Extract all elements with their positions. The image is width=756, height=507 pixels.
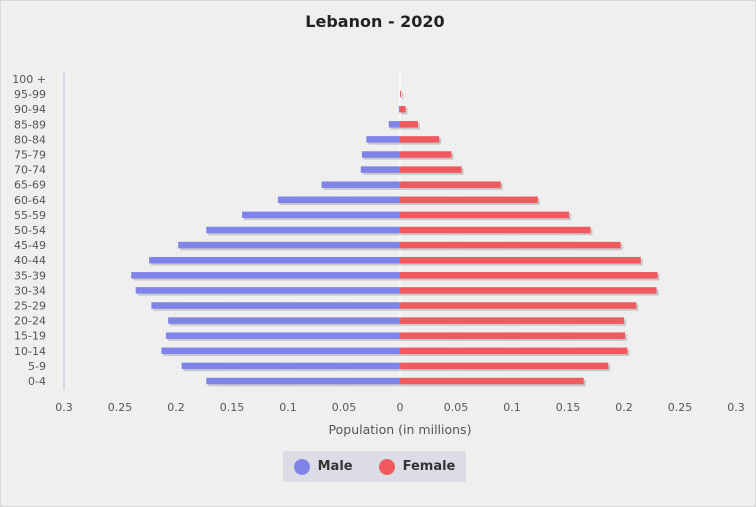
female-bar[interactable] [400,256,641,264]
male-bar[interactable] [321,181,400,188]
female-bar[interactable] [400,151,452,158]
y-tick-label: 85-89 [14,118,46,131]
x-axis-title: Population (in millions) [329,422,472,437]
male-bar[interactable] [361,151,400,158]
x-tick-label: 0.3 [727,401,745,414]
legend-item-male[interactable]: Male [293,458,353,475]
female-bar[interactable] [400,166,462,173]
x-tick-label: 0.05 [332,401,357,414]
female-bar[interactable] [400,196,538,204]
y-tick-label: 80-84 [14,133,46,146]
y-tick-label: 30-34 [14,284,46,297]
y-tick-label: 0-4 [28,375,46,388]
y-tick-label: 20-24 [14,315,46,328]
male-bar[interactable] [181,362,400,370]
female-bar[interactable] [400,362,609,370]
female-bar[interactable] [400,181,501,188]
y-tick-label: 10-14 [14,345,46,358]
x-tick-label: 0 [397,401,404,414]
y-tick-label: 100 + [12,73,46,86]
male-bar[interactable] [135,287,400,294]
legend-label-male: Male [317,459,353,474]
female-bar[interactable] [400,302,637,309]
x-tick-label: 0.2 [167,401,185,414]
male-bar[interactable] [161,347,400,355]
male-bar[interactable] [360,166,400,173]
male-bar[interactable] [277,196,400,204]
y-tick-label: 5-9 [28,360,46,373]
female-bar[interactable] [400,105,406,113]
x-tick-label: 0.25 [668,401,693,414]
y-tick-label: 60-64 [14,194,46,207]
x-axis-labels: 0.3 0.25 0.2 0.15 0.1 0.05 0 0.05 0.1 0.15 0.2 0.25… [55,401,745,414]
x-tick-label: 0.15 [556,401,581,414]
male-bar[interactable] [149,256,400,264]
male-bar[interactable] [151,302,400,309]
y-tick-label: 40-44 [14,254,46,267]
y-tick-label: 90-94 [14,103,46,116]
female-bar[interactable] [400,347,628,355]
female-bar[interactable] [400,287,657,294]
y-axis-labels: 100 + 95-99 90-94 85-89 80-84 75-79 70-74 65-69… [12,73,46,388]
male-bar[interactable] [206,226,400,234]
male-bar[interactable] [388,121,400,128]
legend: Male Female [283,451,466,482]
y-tick-label: 75-79 [14,149,46,162]
x-tick-label: 0.3 [55,401,73,414]
female-bar[interactable] [400,121,418,128]
legend-dot-female [378,458,395,475]
y-tick-label: 70-74 [14,164,46,177]
y-tick-label: 50-54 [14,224,46,237]
x-tick-label: 0.2 [615,401,633,414]
male-bar[interactable] [242,211,400,219]
x-tick-label: 0.25 [108,401,133,414]
y-tick-label: 95-99 [14,88,46,101]
x-tick-label: 0.1 [279,401,297,414]
female-bar[interactable] [400,241,621,249]
female-bar[interactable] [400,272,658,279]
legend-label-female: Female [402,459,456,474]
female-bar[interactable] [400,226,591,234]
chart-title: Lebanon - 2020 [305,12,444,31]
male-bar[interactable] [131,272,400,279]
male-bar[interactable] [178,241,400,249]
male-bar[interactable] [165,332,400,339]
female-bar[interactable] [400,136,440,143]
male-bar[interactable] [366,136,400,143]
y-tick-label: 35-39 [14,269,46,282]
male-bar[interactable] [168,317,400,324]
x-tick-label: 0.05 [444,401,469,414]
x-tick-label: 0.1 [503,401,521,414]
y-tick-label: 25-29 [14,300,46,313]
female-bar[interactable] [400,90,402,98]
x-tick-label: 0.15 [220,401,245,414]
y-tick-label: 65-69 [14,179,46,192]
y-tick-label: 45-49 [14,239,46,252]
y-tick-label: 55-59 [14,209,46,222]
female-bar[interactable] [400,332,626,339]
legend-item-female[interactable]: Female [378,458,456,475]
bars [131,90,660,387]
female-bar[interactable] [400,377,584,385]
y-tick-label: 15-19 [14,330,46,343]
female-bar[interactable] [400,317,624,324]
male-bar[interactable] [206,377,400,385]
male-bar[interactable] [398,105,400,113]
female-bar-shadow [402,92,404,100]
female-bar[interactable] [400,211,570,219]
legend-dot-male [293,458,310,475]
